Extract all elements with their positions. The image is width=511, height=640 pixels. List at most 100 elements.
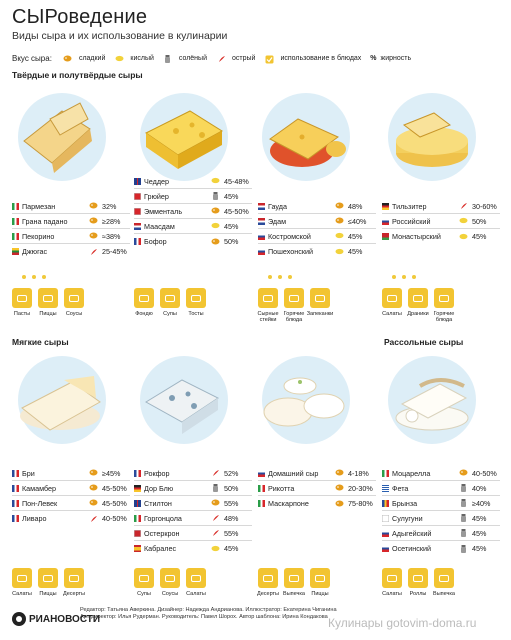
cheese-name: Остеркрон [144, 528, 180, 538]
cheese-name: Горгонцола [144, 513, 182, 523]
spicy-icon [210, 469, 220, 477]
cheese-list-group-5: Бри ≥45% Камамбер 45-50% Пон-Левек 45-50% Лива… [12, 466, 130, 526]
fat-value: 45% [472, 544, 487, 553]
soft-cheese-illustration-1 [18, 356, 106, 444]
cheese-name: Сулугуни [392, 513, 423, 523]
flag-gr-icon [382, 484, 389, 492]
cheese-row: Монастырский 45% [382, 229, 500, 244]
fat-value: 50% [224, 483, 239, 493]
cheese-row: Эдам ≤40% [258, 214, 376, 229]
dish-icon [64, 568, 84, 588]
dish-item: Супы [160, 288, 180, 317]
spicy-icon [458, 202, 468, 210]
legend-item-fat: % жирность [370, 55, 412, 62]
flag-by-icon [382, 233, 389, 240]
sweet-icon [334, 484, 344, 492]
flag-ru-icon [382, 217, 389, 225]
sour-icon [334, 232, 344, 240]
page-title: СЫРоведение [12, 6, 148, 28]
dish-icon [434, 568, 454, 588]
dish-label: Горячие блюда [283, 311, 305, 323]
dish-label: Десерты [256, 591, 279, 597]
soft-cheese-illustration-2 [140, 356, 228, 444]
cheese-row: Чеддер 45-48% [134, 174, 252, 189]
dish-item: Сырные стейки [257, 288, 279, 323]
fat-value: 45% [224, 221, 239, 231]
spicy-icon [88, 515, 98, 523]
legend-item-salty: солёный [163, 54, 207, 63]
cheese-name: Грана падано [22, 216, 68, 226]
sweet-icon [210, 207, 220, 215]
flag-ru-icon [382, 529, 389, 537]
spicy-icon [216, 55, 226, 63]
spicy-icon [210, 514, 220, 522]
dish-icon [134, 288, 154, 308]
cheese-name: Рокфор [144, 468, 170, 478]
legend-item-spicy: острый [216, 55, 255, 63]
flag-ru-icon [382, 545, 389, 552]
cheese-list-group-6: Рокфор 52% Дор Блю 50% Стилтон 55% Горгонцола 4… [134, 466, 252, 556]
sweet-icon [210, 238, 220, 246]
hard-cheese-illustration-3 [262, 93, 350, 181]
dish-icon [382, 568, 402, 588]
cheese-name: Домашний сыр [268, 468, 319, 478]
cheese-row: Горгонцола 48% [134, 511, 252, 526]
flag-ch-icon [134, 192, 141, 200]
dish-group-8: Салаты Роллы Выпечка [382, 568, 455, 597]
cheese-name: Чеддер [144, 176, 170, 186]
cheese-name: Дор Блю [144, 483, 174, 493]
brine-cheese-illustration [388, 356, 476, 444]
dish-item: Выпечка [433, 568, 455, 597]
dish-item: Горячие блюда [434, 288, 454, 323]
flag-fr-icon [12, 484, 19, 492]
sour-icon [210, 177, 220, 185]
fat-value: 45% [224, 191, 239, 201]
dish-label: Салаты [12, 591, 32, 597]
dish-icon [408, 288, 428, 308]
flag-dk-icon [134, 529, 141, 537]
legend-item-usage: использование в блюдах [264, 55, 361, 63]
dish-label: Тосты [188, 311, 204, 317]
flag-ge-icon [382, 514, 389, 522]
dish-item: Салаты [382, 288, 402, 323]
dish-item: Выпечка [283, 568, 305, 597]
cheese-row: Остеркрон 55% [134, 526, 252, 541]
cheese-list-group-4: Тильзитер 30-60% Российский 50% Монастырский… [382, 199, 500, 244]
dish-group-3: Сырные стейки Горячие блюда Запеканки [257, 288, 333, 323]
cheese-name: Маскарпоне [268, 499, 309, 508]
dish-label: Салаты [186, 591, 206, 597]
cheese-row: Российский 50% [382, 214, 500, 229]
cheese-row: Ливаро 40-50% [12, 511, 130, 526]
salty-icon [458, 529, 468, 537]
flag-it-icon [382, 469, 389, 477]
cheese-name: Брынза [392, 498, 418, 508]
legend-item-sweet: сладкий [63, 55, 105, 63]
dish-label: Супы [163, 311, 177, 317]
dish-icon [38, 288, 58, 308]
dish-label: Горячие блюда [433, 311, 455, 323]
dish-icon [134, 568, 154, 588]
spicy-icon [88, 248, 98, 256]
dish-icon [64, 288, 84, 308]
dish-icon [382, 288, 402, 308]
cheese-row: Пон-Левек 45-50% [12, 496, 130, 511]
flag-lt-icon [12, 248, 19, 255]
flag-de-icon [382, 202, 389, 210]
fat-value: 45-50% [102, 483, 127, 493]
cheese-row: Стилтон 55% [134, 496, 252, 511]
section-title-soft: Мягкие сыры [12, 337, 69, 347]
dish-label: Десерты [62, 591, 85, 597]
cheese-list-group-8: Моцарелла 40-50% Фета 40% Брынза ≥40% Сулугуни… [382, 466, 500, 556]
dish-item: Горячие блюда [284, 288, 304, 323]
fat-value: 45-50% [102, 498, 127, 508]
cheese-name: Стилтон [144, 498, 172, 508]
cheese-row: Адыгейский 45% [382, 526, 500, 541]
dish-icon [186, 568, 206, 588]
flag-fr-icon [12, 469, 19, 477]
cheese-row: Дор Блю 50% [134, 481, 252, 496]
cheese-row: Грана падано ≥28% [12, 214, 130, 229]
spicy-icon [210, 529, 220, 537]
dish-icon [258, 288, 278, 308]
fat-value: 32% [102, 201, 117, 211]
fat-value: 75-80% [348, 499, 373, 508]
